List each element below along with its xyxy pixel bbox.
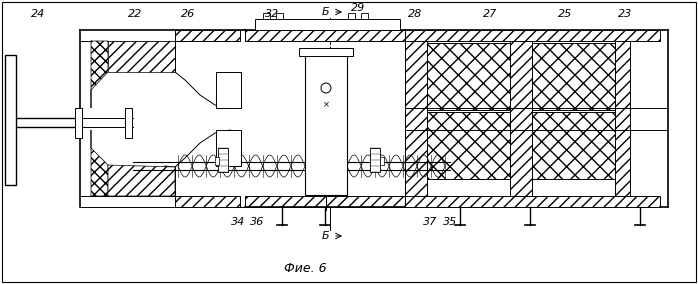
Text: 36: 36 (250, 217, 264, 227)
Text: 34: 34 (231, 217, 245, 227)
Bar (218, 148, 228, 172)
Bar (405, 196, 660, 207)
Text: 37: 37 (423, 217, 437, 227)
Bar (615, 41, 630, 196)
Text: 22: 22 (128, 9, 142, 19)
Bar (361, 13, 368, 19)
Text: 27: 27 (483, 9, 497, 19)
Bar (276, 13, 283, 19)
Text: 25: 25 (558, 9, 572, 19)
Bar (532, 43, 615, 110)
Text: Фие. 6: Фие. 6 (283, 262, 326, 275)
Bar (75, 108, 82, 138)
Text: 35: 35 (443, 217, 457, 227)
Bar (5, 55, 16, 185)
Text: Б: Б (321, 231, 329, 241)
Bar (175, 30, 240, 41)
Bar (245, 196, 405, 207)
Bar (245, 30, 405, 41)
Bar (216, 72, 241, 108)
Bar (405, 41, 427, 196)
Bar (532, 112, 615, 179)
Polygon shape (108, 41, 175, 72)
Text: 28: 28 (408, 9, 422, 19)
Polygon shape (91, 130, 108, 196)
Text: 32: 32 (265, 9, 279, 19)
Text: 24: 24 (31, 9, 45, 19)
Text: 29: 29 (351, 3, 365, 13)
Bar (305, 55, 347, 195)
Text: 26: 26 (181, 9, 195, 19)
Bar (255, 19, 400, 30)
Bar (125, 108, 132, 138)
Bar (380, 157, 384, 165)
Bar (348, 13, 355, 19)
Bar (370, 148, 380, 172)
Text: ×: × (322, 101, 329, 110)
Bar (510, 41, 532, 196)
Polygon shape (108, 165, 175, 196)
Bar (299, 48, 353, 56)
Bar (216, 130, 241, 166)
Bar (405, 30, 660, 41)
Bar (427, 43, 510, 110)
Bar (215, 157, 219, 165)
Polygon shape (91, 41, 108, 108)
Text: Б: Б (321, 7, 329, 17)
Bar (263, 13, 270, 19)
Bar (175, 196, 240, 207)
Text: 23: 23 (618, 9, 632, 19)
Bar (427, 112, 510, 179)
